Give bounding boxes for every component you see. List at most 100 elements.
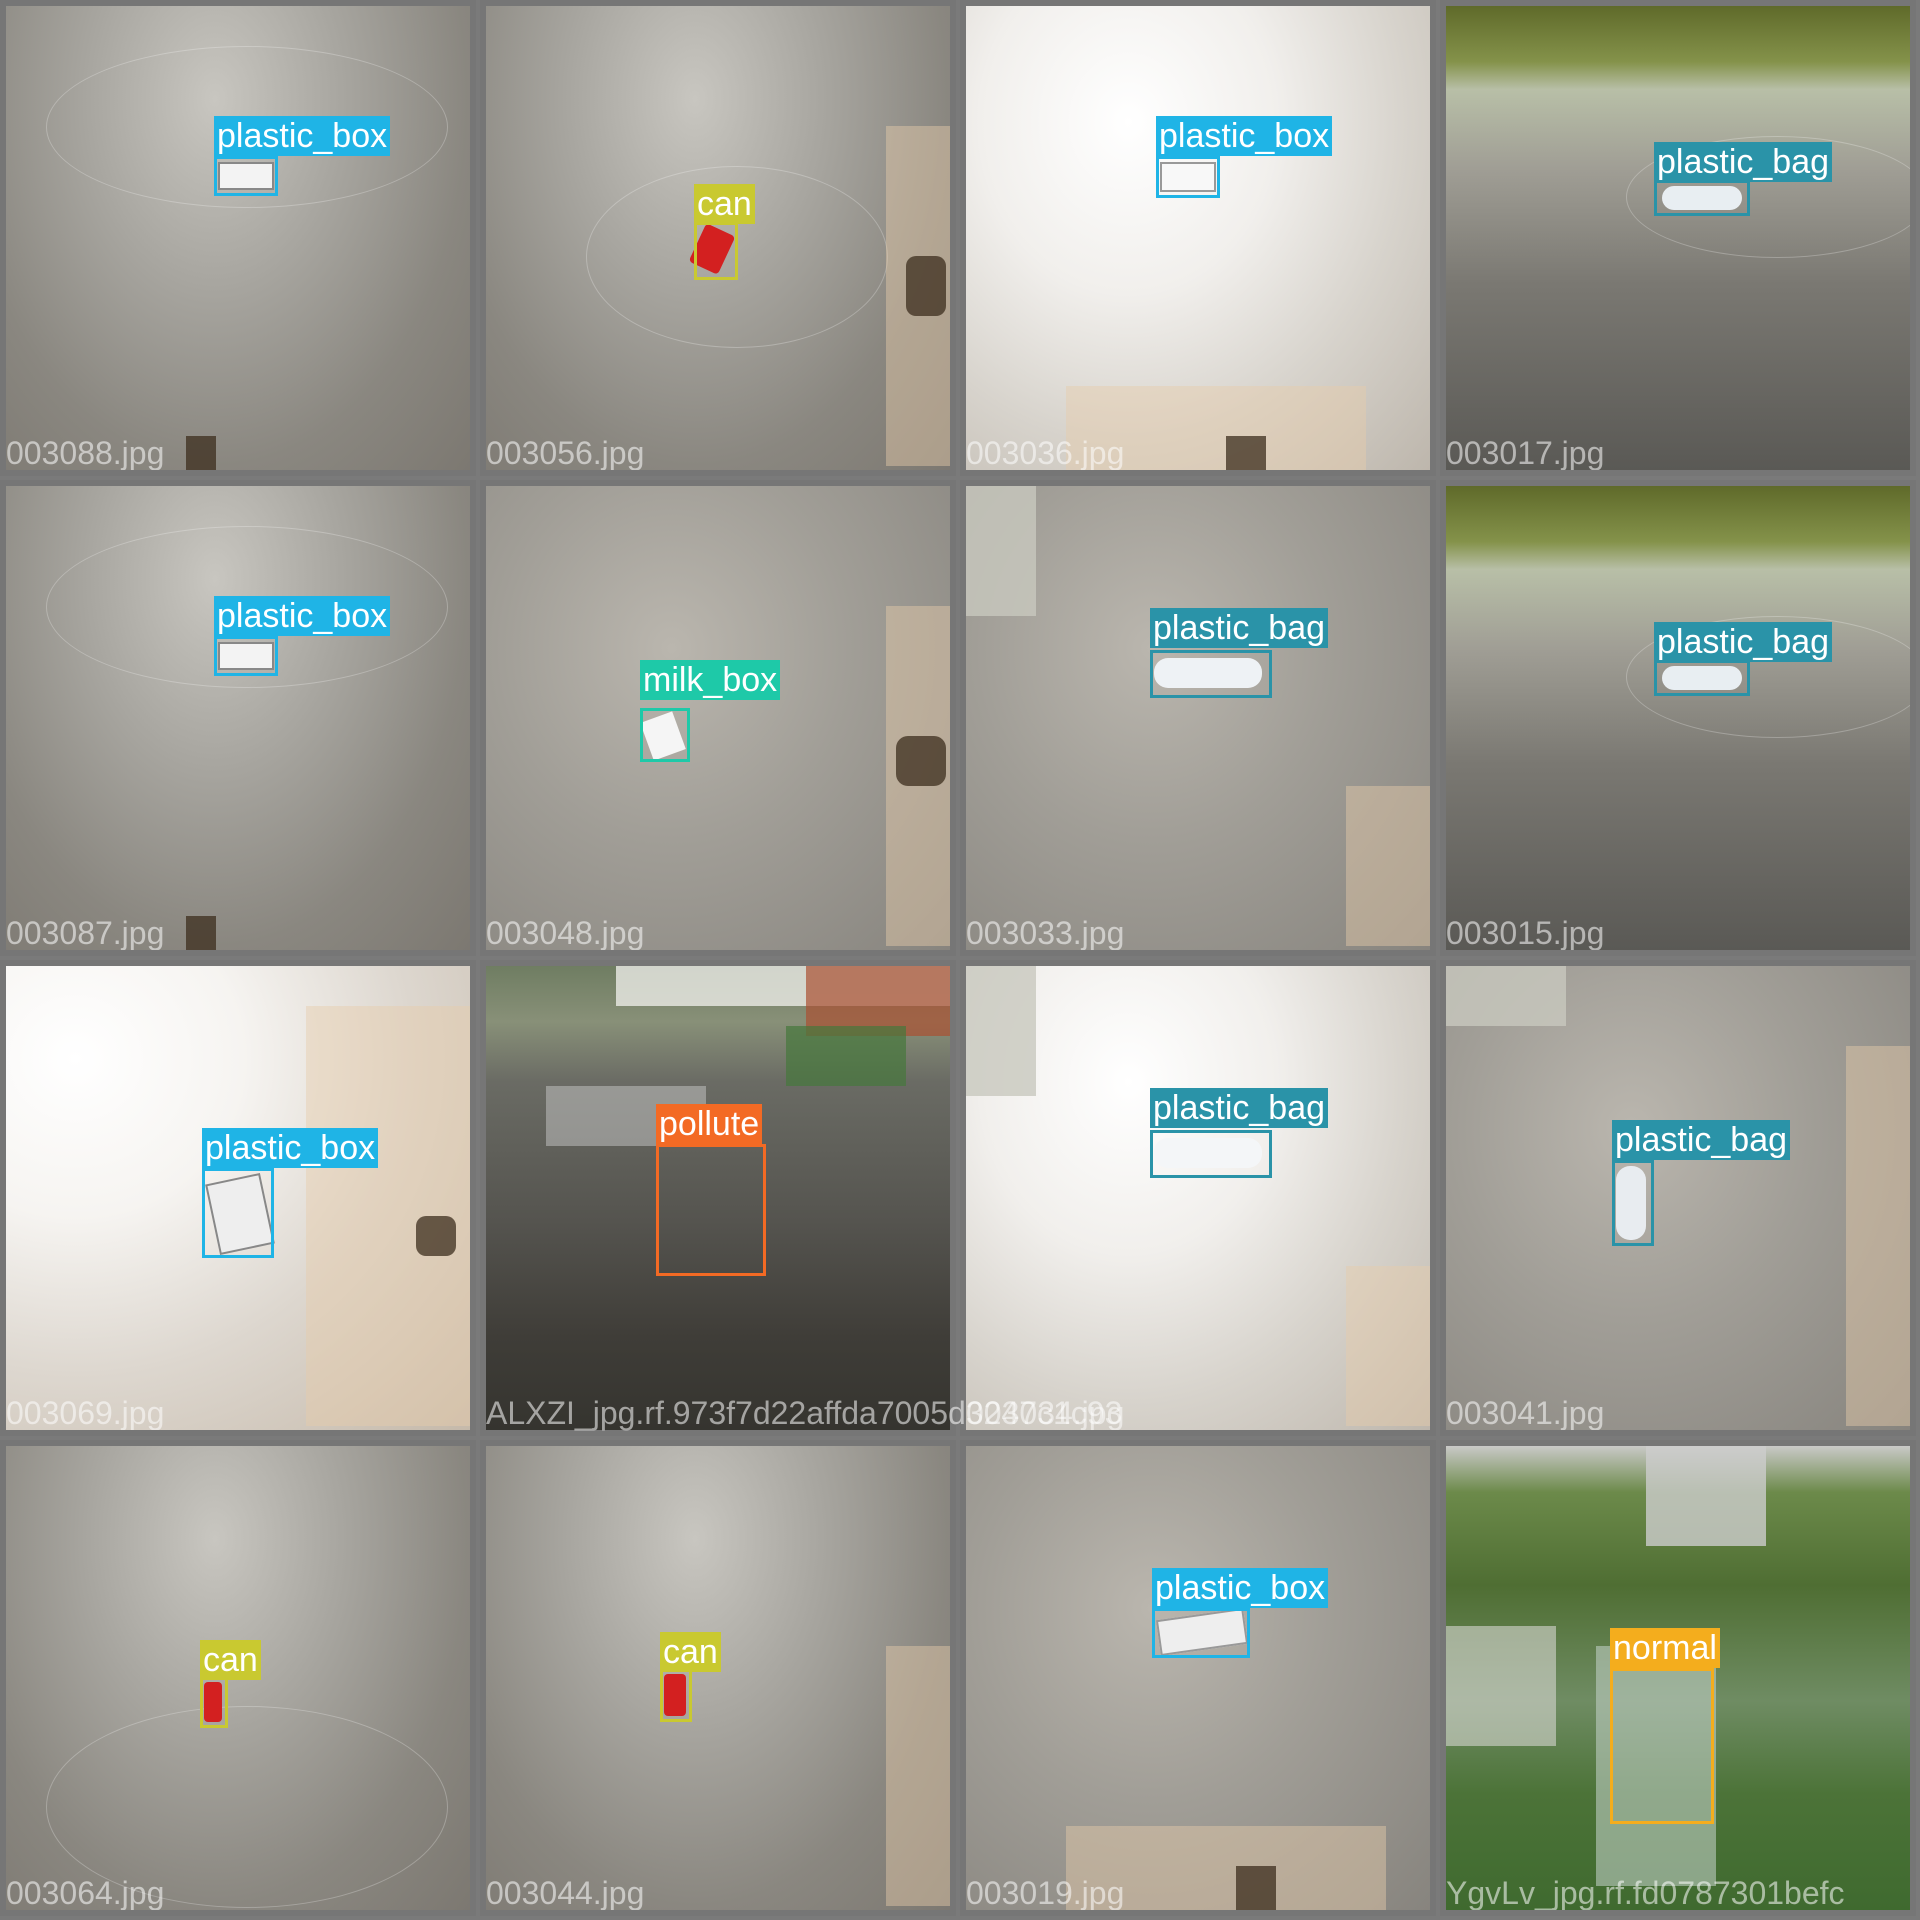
plastic-bag-object	[1662, 666, 1742, 690]
plastic-box-object	[218, 642, 274, 670]
filename-caption: 003069.jpg	[6, 1395, 165, 1431]
tile-7: plastic_bag 003033.jpg	[960, 480, 1436, 956]
reflection-shadow	[186, 436, 216, 470]
plastic-box-object	[218, 162, 274, 190]
bounding-box	[202, 1168, 274, 1258]
pollution-scene	[486, 966, 950, 1430]
filename-caption: 003048.jpg	[486, 915, 645, 951]
reflection-shadow	[896, 736, 946, 786]
class-label: normal	[1610, 1628, 1720, 1668]
light-patch	[1066, 1826, 1386, 1910]
light-patch	[1346, 1266, 1430, 1426]
filename-caption: YgvLv_jpg.rf.fd0787301befc	[1446, 1875, 1845, 1911]
can-object	[664, 1674, 686, 1716]
class-label: plastic_box	[1156, 116, 1333, 156]
building-reflection	[1446, 966, 1566, 1026]
reflection-shadow	[1236, 1866, 1276, 1910]
reflection-shadow	[186, 916, 216, 950]
class-label: plastic_box	[1152, 1568, 1329, 1608]
class-label: plastic_box	[214, 116, 391, 156]
class-label: plastic_box	[202, 1128, 379, 1168]
reflection-shadow	[416, 1216, 456, 1256]
filename-caption: 003019.jpg	[966, 1875, 1125, 1911]
tile-9: plastic_box 003069.jpg	[0, 960, 476, 1436]
filename-caption: 003056.jpg	[486, 435, 645, 471]
plastic-bag-object	[1616, 1166, 1646, 1240]
tile-12: plastic_bag 003041.jpg	[1440, 960, 1916, 1436]
water-ripple	[46, 46, 448, 208]
class-label: plastic_bag	[1654, 142, 1833, 182]
bounding-box	[1654, 660, 1750, 696]
filename-caption: 003034.jpg	[966, 1395, 1125, 1431]
filename-caption: 003088.jpg	[6, 435, 165, 471]
tile-4: plastic_bag 003017.jpg	[1440, 0, 1916, 476]
tile-8: plastic_bag 003015.jpg	[1440, 480, 1916, 956]
plastic-bag-object	[1154, 658, 1262, 688]
filename-caption: 003036.jpg	[966, 435, 1125, 471]
light-patch	[1066, 386, 1366, 470]
bounding-box	[214, 156, 278, 196]
bounding-box	[640, 708, 690, 762]
class-label: plastic_box	[214, 596, 391, 636]
water-ripple	[46, 526, 448, 688]
class-label: pollute	[656, 1104, 763, 1144]
class-label: can	[694, 184, 755, 224]
plastic-box-object	[1160, 162, 1216, 192]
bounding-box	[1612, 1160, 1654, 1246]
filename-caption: 003033.jpg	[966, 915, 1125, 951]
plastic-bag-object	[1154, 1138, 1262, 1168]
water-ripple	[1626, 616, 1910, 738]
bounding-box	[1150, 650, 1272, 698]
class-label: milk_box	[640, 660, 781, 700]
filename-caption: 003015.jpg	[1446, 915, 1605, 951]
bounding-box	[656, 1144, 766, 1276]
light-patch	[1846, 1046, 1910, 1426]
class-label: plastic_bag	[1654, 622, 1833, 662]
can-object	[204, 1682, 222, 1722]
vegetation	[786, 1026, 906, 1086]
class-label: plastic_bag	[1150, 1088, 1329, 1128]
bounding-box	[1156, 156, 1220, 198]
tile-10: pollute ALXZI_jpg.rf.973f7d22affda7005d3…	[480, 960, 1122, 1436]
bounding-box	[200, 1676, 228, 1728]
tile-3: plastic_box 003036.jpg	[960, 0, 1436, 476]
filename-caption: 003041.jpg	[1446, 1395, 1605, 1431]
bounding-box	[660, 1668, 692, 1722]
bounding-box	[214, 636, 278, 676]
light-patch	[886, 1646, 950, 1906]
water-ripple	[1626, 136, 1910, 258]
reflection-shadow	[1226, 436, 1266, 470]
water-ripple	[46, 1706, 448, 1908]
bounding-box	[1610, 1668, 1714, 1824]
tile-2: can 003056.jpg	[480, 0, 956, 476]
filename-caption: 003064.jpg	[6, 1875, 165, 1911]
filename-caption: 003044.jpg	[486, 1875, 645, 1911]
tile-16: normal YgvLv_jpg.rf.fd0787301befc	[1440, 1440, 1916, 1916]
reflection-shadow	[906, 256, 946, 316]
water-ripple	[586, 166, 888, 348]
tile-15: plastic_box 003019.jpg	[960, 1440, 1436, 1916]
distant-buildings	[1646, 1446, 1766, 1546]
tile-11: plastic_bag 003034.jpg	[960, 960, 1436, 1436]
filename-caption: 003017.jpg	[1446, 435, 1605, 471]
tile-1: plastic_box 003088.jpg	[0, 0, 476, 476]
plastic-bag-object	[1662, 186, 1742, 210]
building-reflection	[966, 966, 1036, 1096]
class-label: plastic_bag	[1150, 608, 1329, 648]
class-label: can	[660, 1632, 721, 1672]
bank-railing	[1446, 1626, 1556, 1746]
river-water	[1596, 1646, 1716, 1886]
tile-5: plastic_box 003087.jpg	[0, 480, 476, 956]
tile-14: can 003044.jpg	[480, 1440, 956, 1916]
class-label: can	[200, 1640, 261, 1680]
tile-6: milk_box 003048.jpg	[480, 480, 956, 956]
bounding-box	[1654, 180, 1750, 216]
bounding-box	[1152, 1608, 1250, 1658]
filename-caption: 003087.jpg	[6, 915, 165, 951]
tile-13: can 003064.jpg	[0, 1440, 476, 1916]
class-label: plastic_bag	[1612, 1120, 1791, 1160]
light-patch	[1346, 786, 1430, 946]
bounding-box	[1150, 1130, 1272, 1178]
bounding-box	[694, 222, 738, 280]
